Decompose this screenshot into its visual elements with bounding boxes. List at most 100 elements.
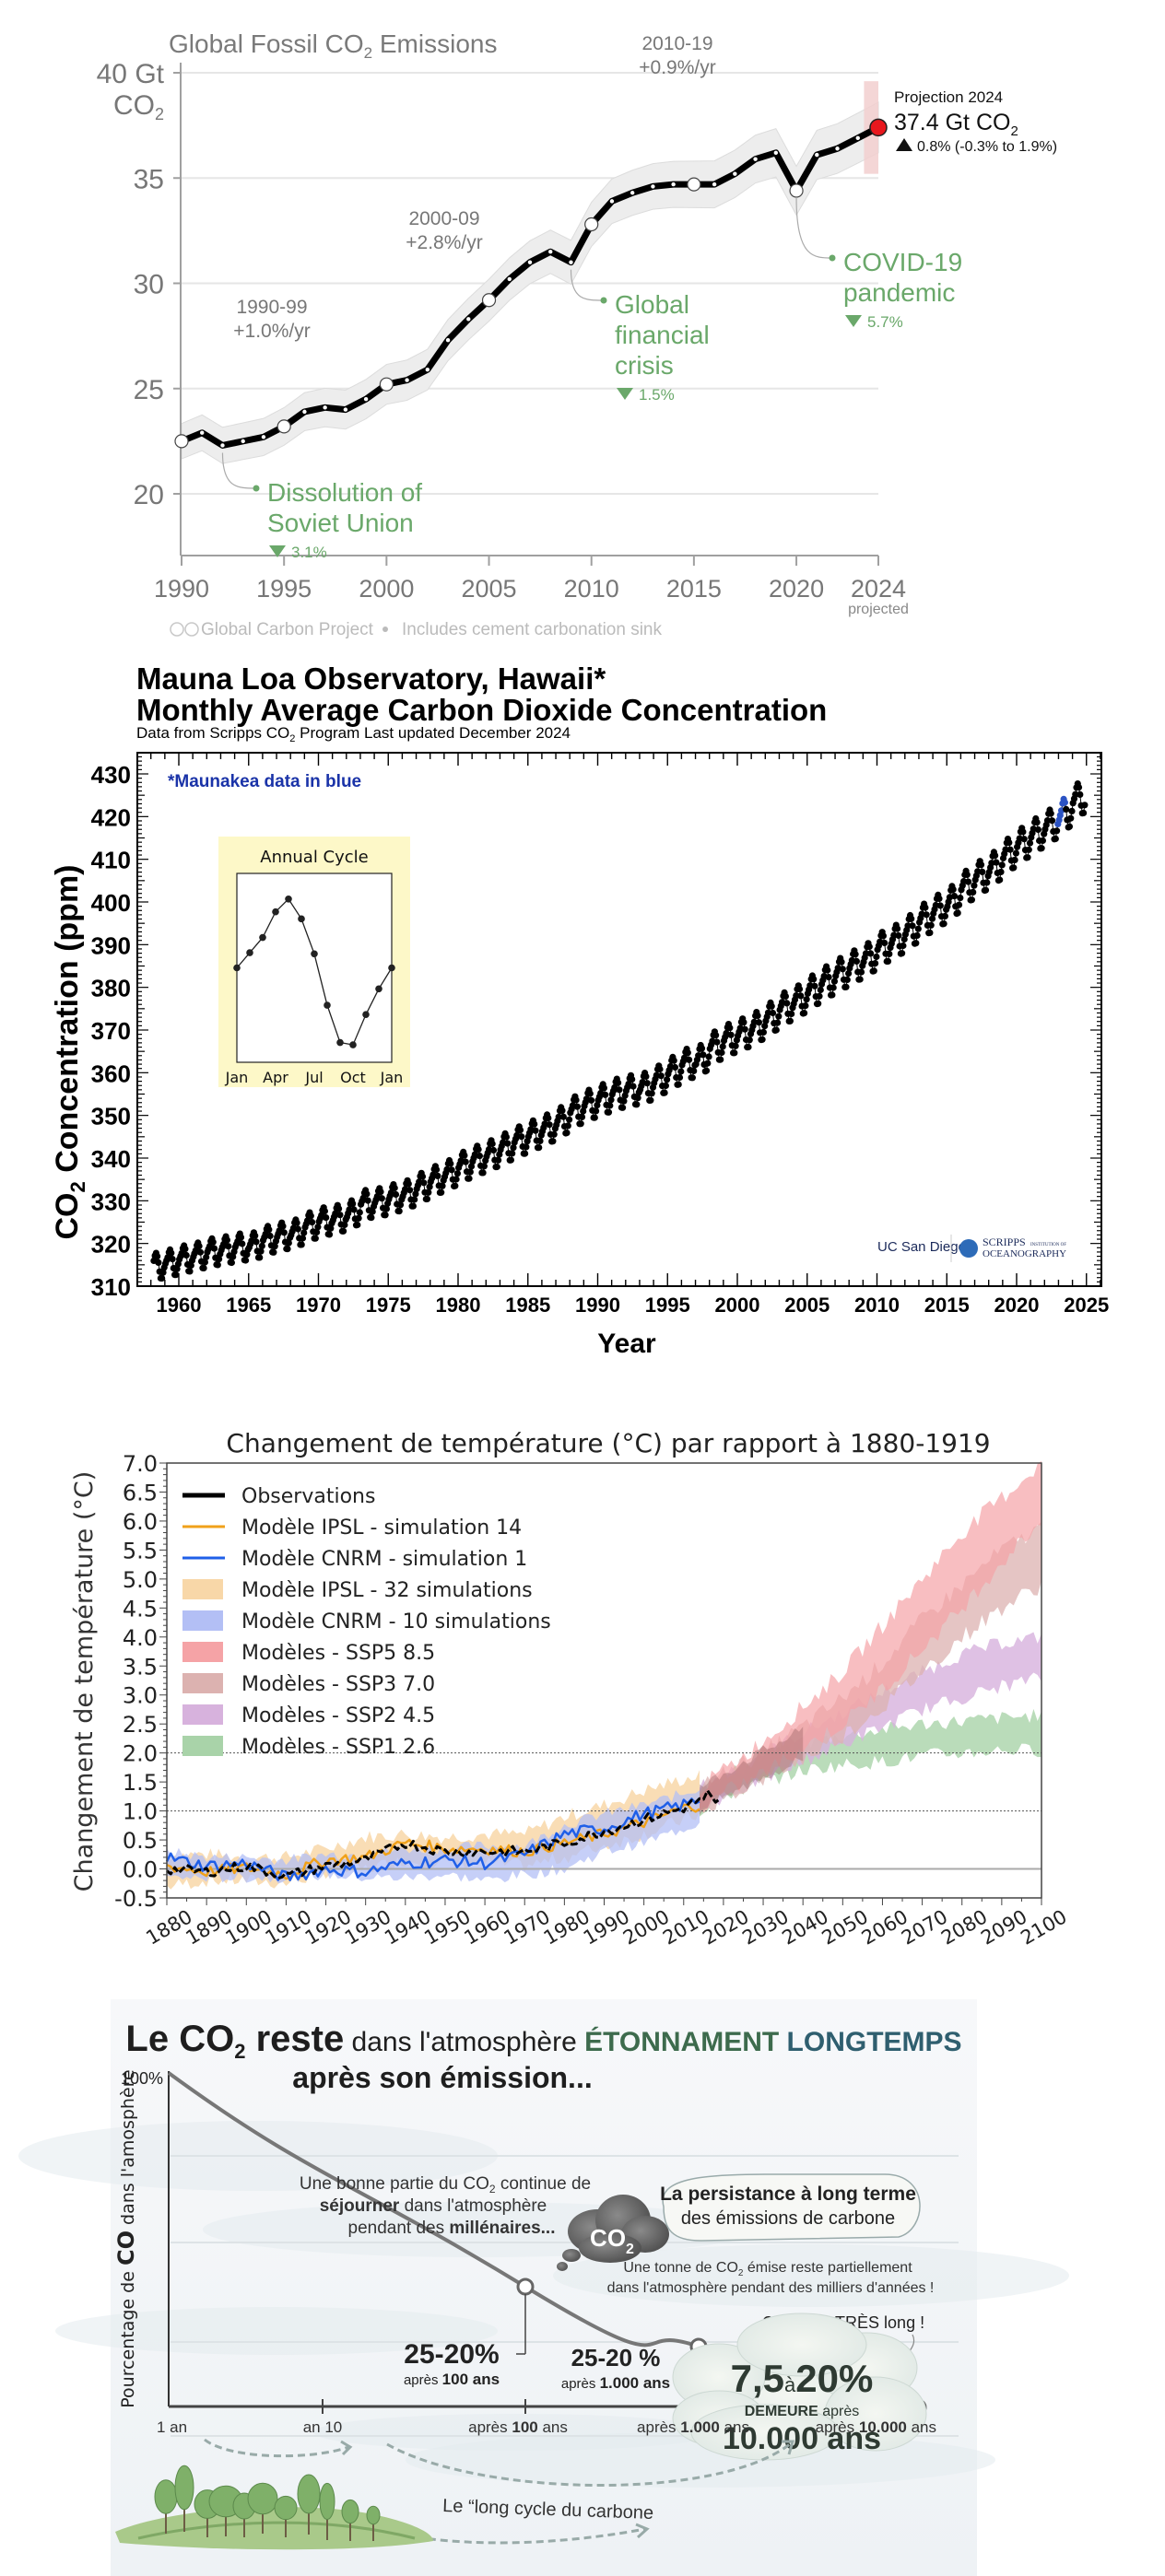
monthly-point <box>815 1000 822 1007</box>
monthly-point <box>270 1248 277 1256</box>
monthly-point <box>369 1208 376 1215</box>
x-tick-label: 2005 <box>461 575 516 603</box>
monthly-point <box>182 1251 190 1259</box>
monthly-point <box>510 1144 517 1152</box>
monthly-point <box>1026 839 1034 847</box>
plot-border <box>136 752 1102 1287</box>
x-tick-label: 1980 <box>436 1294 481 1317</box>
event-dot <box>253 485 260 492</box>
event-label: pandemic <box>843 278 955 307</box>
monthly-point <box>327 1224 335 1232</box>
event-label: Global <box>615 290 689 319</box>
monthly-point <box>186 1268 194 1275</box>
x-tick-label: 2010 <box>564 575 619 603</box>
monthly-point <box>159 1269 167 1276</box>
monthly-point <box>862 950 870 957</box>
event-dot <box>829 254 836 262</box>
monthly-point <box>586 1090 594 1097</box>
monthly-point <box>563 1130 571 1137</box>
monthly-point <box>229 1253 237 1260</box>
monthly-point <box>717 1056 724 1063</box>
legend-label: Observations <box>241 1485 375 1508</box>
y-tick-label: 5.5 <box>123 1538 158 1563</box>
monthly-point <box>829 991 836 999</box>
monthly-point <box>438 1188 445 1196</box>
monthly-point <box>768 1002 775 1010</box>
period-label: 2010-19 <box>641 33 712 54</box>
monthly-point <box>615 1079 622 1086</box>
monthly-point <box>572 1096 580 1104</box>
event-drop-value: 3.1% <box>291 544 327 561</box>
monthly-point <box>1038 845 1045 852</box>
monthly-point <box>566 1116 573 1123</box>
monthly-point <box>900 942 907 950</box>
legend-label: Modèles - SSP1 2.6 <box>241 1736 435 1759</box>
monthly-point <box>963 871 971 878</box>
title-line2: après son émission... <box>292 2061 592 2094</box>
monthly-point <box>949 885 957 893</box>
monthly-point <box>661 1089 668 1096</box>
monthly-point <box>1025 846 1032 853</box>
data-point <box>200 430 205 435</box>
legend-label: Modèles - SSP3 7.0 <box>241 1673 435 1696</box>
monthly-point <box>936 902 944 909</box>
y-tick-label: 350 <box>91 1103 131 1130</box>
x-axis-label: an 10 <box>303 2418 343 2436</box>
event-leader-line <box>795 197 833 259</box>
monthly-point <box>923 911 930 919</box>
attribution-icon <box>184 622 199 637</box>
tree-icon <box>366 2505 381 2525</box>
monthly-point <box>606 1102 614 1109</box>
monthly-point <box>899 950 906 957</box>
y-tick-label: 0.0 <box>123 1857 158 1883</box>
inset-cycle-point <box>298 915 305 923</box>
x-tick-label: 2015 <box>924 1294 970 1317</box>
data-point <box>343 407 348 412</box>
monthly-point <box>425 1188 432 1196</box>
monthly-point <box>633 1101 641 1108</box>
monthly-point <box>997 868 1005 875</box>
down-triangle-icon <box>617 388 633 400</box>
monthly-point <box>605 1108 613 1116</box>
inset-cycle-point <box>375 985 382 993</box>
infographic-title: Le CO2 reste dans l'atmosphère ÉTONNAMEN… <box>125 2019 961 2094</box>
monthly-point <box>559 1113 567 1120</box>
y-tick-label: 420 <box>91 803 131 831</box>
data-point <box>220 443 225 448</box>
y-tick-label: 4.0 <box>123 1625 158 1651</box>
legend-label: Modèle IPSL - 32 simulations <box>241 1579 533 1602</box>
monthly-point <box>159 1274 166 1282</box>
monthly-point <box>727 1031 735 1038</box>
monthly-point <box>382 1205 390 1212</box>
co2-cloud-icon <box>579 2233 641 2263</box>
y-tick-label: 400 <box>91 889 131 917</box>
monthly-point <box>759 1036 766 1043</box>
monthly-point <box>396 1201 405 1209</box>
data-point <box>855 135 860 141</box>
monthly-point <box>475 1146 482 1153</box>
y-axis-label: Changement de température (°C) <box>70 1471 99 1892</box>
event-label: crisis <box>615 351 674 380</box>
y-tick-label: 340 <box>91 1145 131 1173</box>
monthly-point <box>237 1234 245 1241</box>
x-tick-label: 2100 <box>1017 1905 1070 1950</box>
inset-cycle-point <box>259 933 266 942</box>
monthly-point <box>314 1224 322 1231</box>
monthly-point <box>242 1257 250 1264</box>
monthly-point <box>690 1067 698 1074</box>
monthly-point <box>546 1121 553 1129</box>
monthly-point <box>857 968 865 976</box>
monthly-point <box>182 1246 189 1253</box>
monthly-point <box>545 1115 552 1122</box>
monthly-point <box>600 1084 608 1092</box>
monthly-point <box>298 1241 305 1248</box>
monthly-point <box>439 1182 446 1189</box>
event-leader-line <box>570 269 605 301</box>
monthly-point <box>593 1107 600 1115</box>
monthly-point <box>465 1175 473 1182</box>
monthly-point <box>453 1176 460 1183</box>
monthly-point <box>909 922 916 930</box>
maunakea-note: *Maunakea data in blue <box>168 772 361 791</box>
